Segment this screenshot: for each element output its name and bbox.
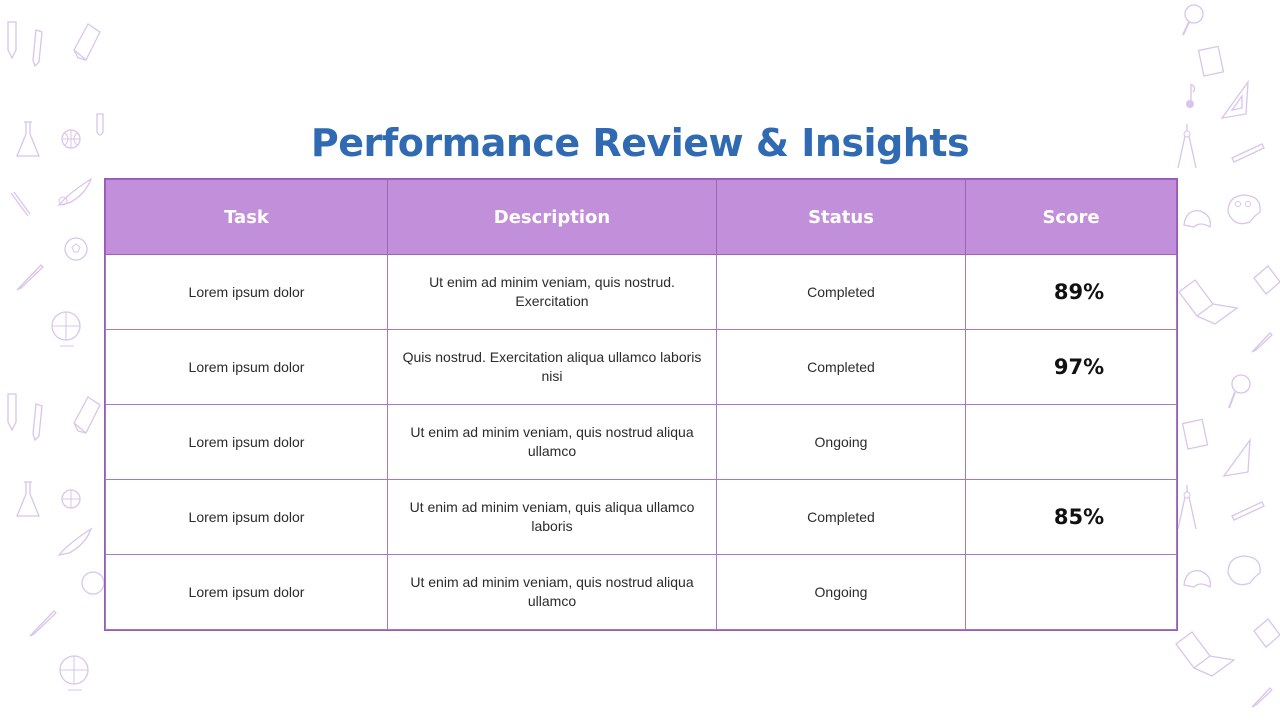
magnifier-icon xyxy=(1182,4,1204,36)
pen-icon xyxy=(10,191,31,217)
croissant-icon xyxy=(1183,210,1211,229)
task-cell: Lorem ipsum dolor xyxy=(105,554,388,630)
task-cell: Lorem ipsum dolor xyxy=(105,329,388,405)
globe-icon xyxy=(61,489,81,509)
notebook-icon xyxy=(1253,265,1280,295)
laptop-icon xyxy=(1178,279,1239,325)
task-cell: Lorem ipsum dolor xyxy=(105,479,388,555)
globe-icon xyxy=(59,655,89,691)
soccer-ball-icon xyxy=(64,237,88,261)
palette-icon xyxy=(1227,555,1261,586)
column-header-score: Score xyxy=(965,179,1177,255)
ruler-icon xyxy=(1231,501,1265,521)
header-row: Task Description Status Score xyxy=(105,179,1177,255)
magnifier-icon xyxy=(1228,374,1251,409)
soccer-ball-icon xyxy=(81,571,105,595)
pencil-icon xyxy=(29,610,57,637)
palette-icon xyxy=(57,527,93,556)
set-square-icon xyxy=(1222,438,1251,477)
description-cell: Quis nostrud. Exercitation aliqua ullamc… xyxy=(387,329,717,405)
description-cell: Ut enim ad minim veniam, quis nostrud al… xyxy=(387,554,717,630)
column-header-description: Description xyxy=(387,179,717,255)
music-note-icon xyxy=(1186,83,1196,108)
set-square-icon xyxy=(1220,80,1249,119)
table-row: Lorem ipsum dolor Quis nostrud. Exercita… xyxy=(105,329,1177,405)
pencil-icon xyxy=(16,264,44,291)
palette-icon xyxy=(57,177,93,206)
pencil-icon xyxy=(7,393,17,432)
task-cell: Lorem ipsum dolor xyxy=(105,254,388,330)
score-cell xyxy=(965,404,1177,480)
table-row: Lorem ipsum dolor Ut enim ad minim venia… xyxy=(105,479,1177,555)
globe-icon xyxy=(51,311,81,347)
status-cell: Completed xyxy=(716,479,966,555)
status-cell: Ongoing xyxy=(716,404,966,480)
table-row: Lorem ipsum dolor Ut enim ad minim venia… xyxy=(105,554,1177,630)
status-cell: Completed xyxy=(716,254,966,330)
column-header-task: Task xyxy=(105,179,388,255)
table-row: Lorem ipsum dolor Ut enim ad minim venia… xyxy=(105,254,1177,330)
status-cell: Completed xyxy=(716,329,966,405)
score-cell: 97% xyxy=(965,329,1177,405)
book-icon xyxy=(73,23,101,62)
table-header: Task Description Status Score xyxy=(105,179,1177,255)
book-icon xyxy=(73,396,101,435)
column-header-status: Status xyxy=(716,179,966,255)
description-cell: Ut enim ad minim veniam, quis aliqua ull… xyxy=(387,479,717,555)
score-cell xyxy=(965,554,1177,630)
table-body: Lorem ipsum dolor Ut enim ad minim venia… xyxy=(105,254,1177,630)
croissant-icon xyxy=(1183,570,1211,589)
status-cell: Ongoing xyxy=(716,554,966,630)
score-cell: 89% xyxy=(965,254,1177,330)
pen-icon xyxy=(1251,332,1273,353)
laptop-icon xyxy=(1175,631,1236,677)
pen-icon xyxy=(32,403,43,442)
pen-icon xyxy=(1251,687,1273,708)
calculator-icon xyxy=(1182,418,1209,450)
table-row: Lorem ipsum dolor Ut enim ad minim venia… xyxy=(105,404,1177,480)
description-cell: Ut enim ad minim veniam, quis nostrud al… xyxy=(387,404,717,480)
notebook-icon xyxy=(1253,618,1280,648)
description-cell: Ut enim ad minim veniam, quis nostrud. E… xyxy=(387,254,717,330)
performance-table: Task Description Status Score Lorem ipsu… xyxy=(104,178,1178,631)
pencil-icon xyxy=(7,21,17,60)
page-title: Performance Review & Insights xyxy=(310,121,970,166)
calculator-icon xyxy=(1198,45,1225,77)
score-cell: 85% xyxy=(965,479,1177,555)
task-cell: Lorem ipsum dolor xyxy=(105,404,388,480)
flask-icon xyxy=(16,481,40,517)
pen-icon xyxy=(32,29,43,68)
palette-icon xyxy=(1227,194,1261,225)
compass-icon xyxy=(1177,485,1197,530)
